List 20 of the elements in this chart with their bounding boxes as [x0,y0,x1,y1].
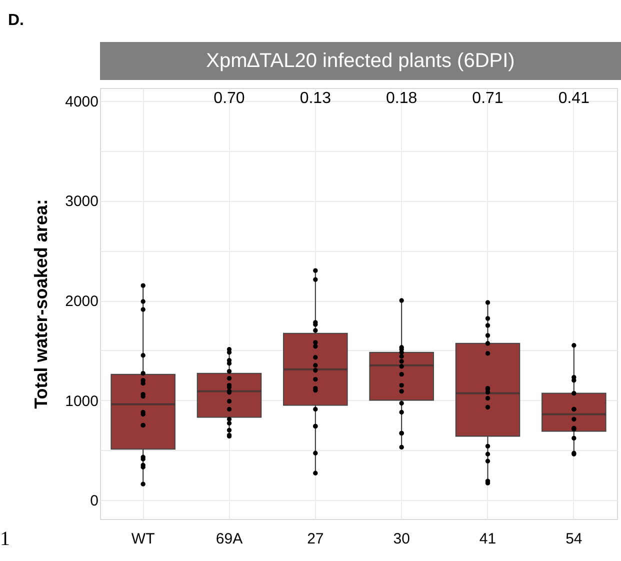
y-tick-label: 2000 [65,293,98,310]
annotation: 0.70 [214,90,245,108]
text: D. [8,12,24,30]
annotation: 0.18 [386,90,418,108]
annotation: 0.71 [472,90,504,108]
x-tick-label: 69A [216,530,243,548]
x-tick-label: 30 [393,530,410,548]
text: 1 [0,528,10,551]
annotation: 0.41 [558,90,590,108]
chart-title: Xpm∆TAL20 infected plants (6DPI) [100,42,621,80]
y-axis-title: Total water-soaked area: [31,199,52,409]
x-tick-label: 27 [307,530,324,548]
x-tick-label: 54 [566,530,582,548]
y-tick-label: 3000 [65,193,98,210]
y-tick-label: 0 [90,492,98,510]
y-tick-label: 4000 [65,93,98,110]
x-tick-label: WT [131,530,155,548]
y-tick-label: 1000 [65,392,98,410]
x-tick-label: 41 [479,530,496,548]
annotation: 0.13 [300,90,331,108]
